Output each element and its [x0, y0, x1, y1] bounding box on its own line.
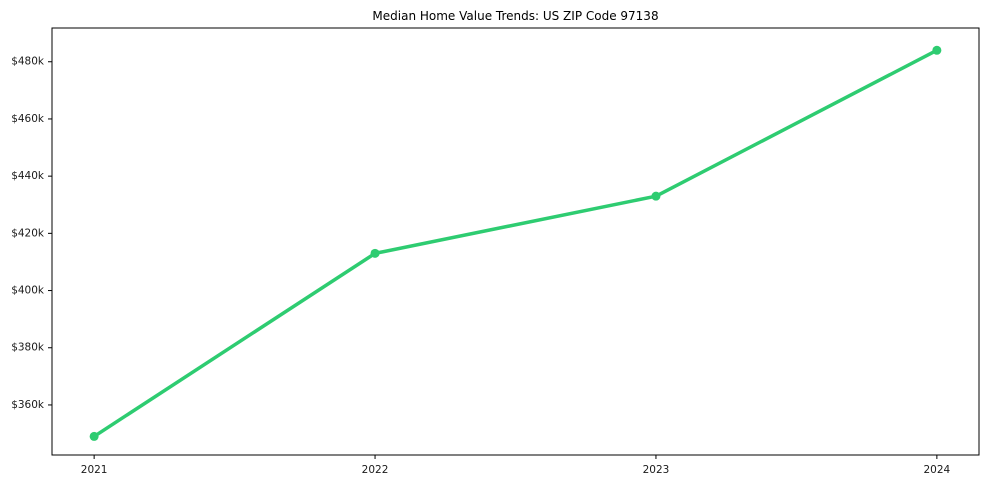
y-tick-label: $440k	[11, 170, 45, 182]
data-point-2024	[932, 45, 942, 55]
data-point-2022	[370, 248, 380, 258]
x-tick-label: 2021	[81, 464, 108, 476]
x-tick-label: 2024	[923, 464, 950, 476]
y-tick-label: $400k	[11, 285, 45, 297]
y-tick-label: $420k	[11, 227, 45, 239]
data-point-2023	[651, 191, 661, 201]
plot-frame	[51, 27, 980, 456]
y-tick-label: $460k	[11, 113, 45, 125]
x-tick-label: 2023	[643, 464, 670, 476]
x-tick-label: 2022	[362, 464, 389, 476]
chart-title: Median Home Value Trends: US ZIP Code 97…	[372, 9, 659, 23]
y-tick-label: $360k	[11, 399, 45, 411]
data-point-2021	[89, 431, 99, 441]
y-tick-label: $480k	[11, 56, 45, 68]
data-line	[92, 48, 939, 439]
y-tick-label: $380k	[11, 342, 45, 354]
